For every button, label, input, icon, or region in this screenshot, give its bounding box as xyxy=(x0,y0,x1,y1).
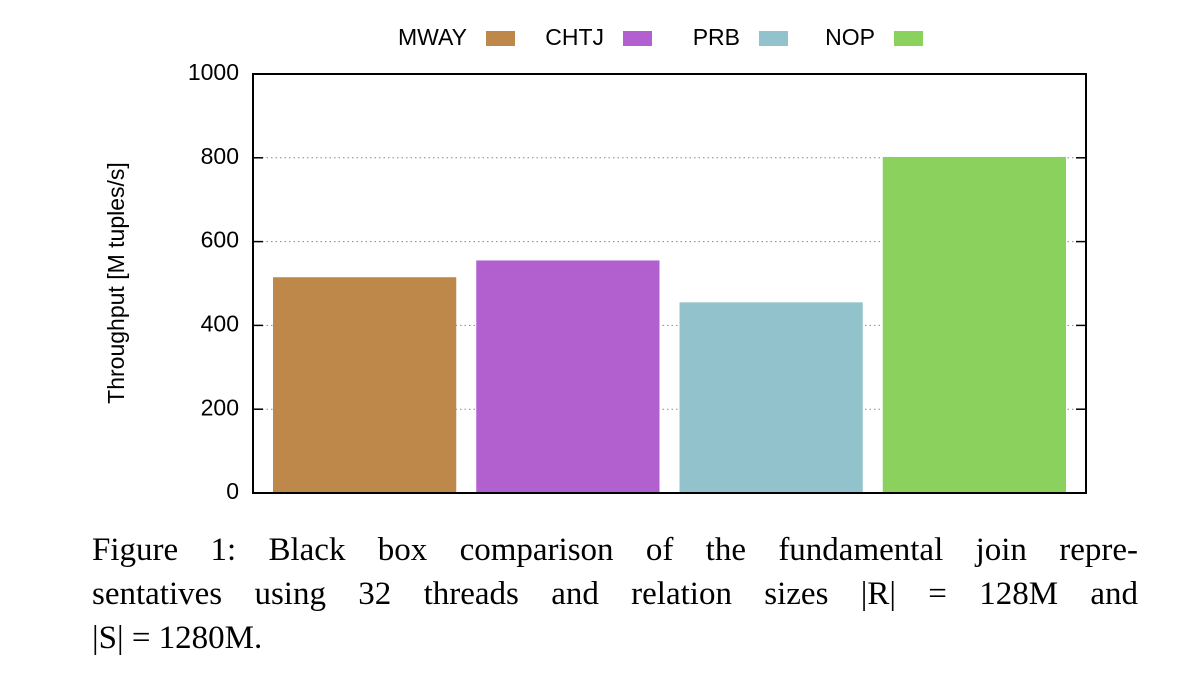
y-tick-label: 400 xyxy=(201,310,239,336)
y-tick-label: 1000 xyxy=(188,59,239,85)
chart: Throughput [M tuples/s] 0 200 400 600 800 100… xyxy=(103,24,1087,504)
legend-label: MWAY xyxy=(398,24,467,50)
legend-swatch xyxy=(486,31,515,46)
legend-label: PRB xyxy=(693,24,740,50)
bar xyxy=(273,277,457,493)
legend-label: NOP xyxy=(825,24,875,50)
y-tick-label: 800 xyxy=(201,143,239,169)
y-axis-label: Throughput [M tuples/s] xyxy=(103,162,129,404)
legend-swatch xyxy=(623,31,652,46)
y-tick-label: 0 xyxy=(226,478,239,504)
caption-line: |S| = 1280M. xyxy=(92,620,263,656)
legend-label: CHTJ xyxy=(545,24,604,50)
legend-swatch xyxy=(759,31,788,46)
caption: Figure 1: Black box comparison of the fu… xyxy=(92,528,1138,660)
bar xyxy=(679,302,863,493)
plot-frame xyxy=(252,73,1087,494)
caption-line: sentatives using 32 threads and relation… xyxy=(92,576,1138,612)
legend-swatch xyxy=(894,31,923,46)
y-tick-label: 200 xyxy=(201,394,239,420)
caption-line: Figure 1: Black box comparison of the fu… xyxy=(92,532,1138,568)
bar xyxy=(476,260,660,493)
y-tick-label: 600 xyxy=(201,227,239,253)
bar xyxy=(882,156,1066,493)
